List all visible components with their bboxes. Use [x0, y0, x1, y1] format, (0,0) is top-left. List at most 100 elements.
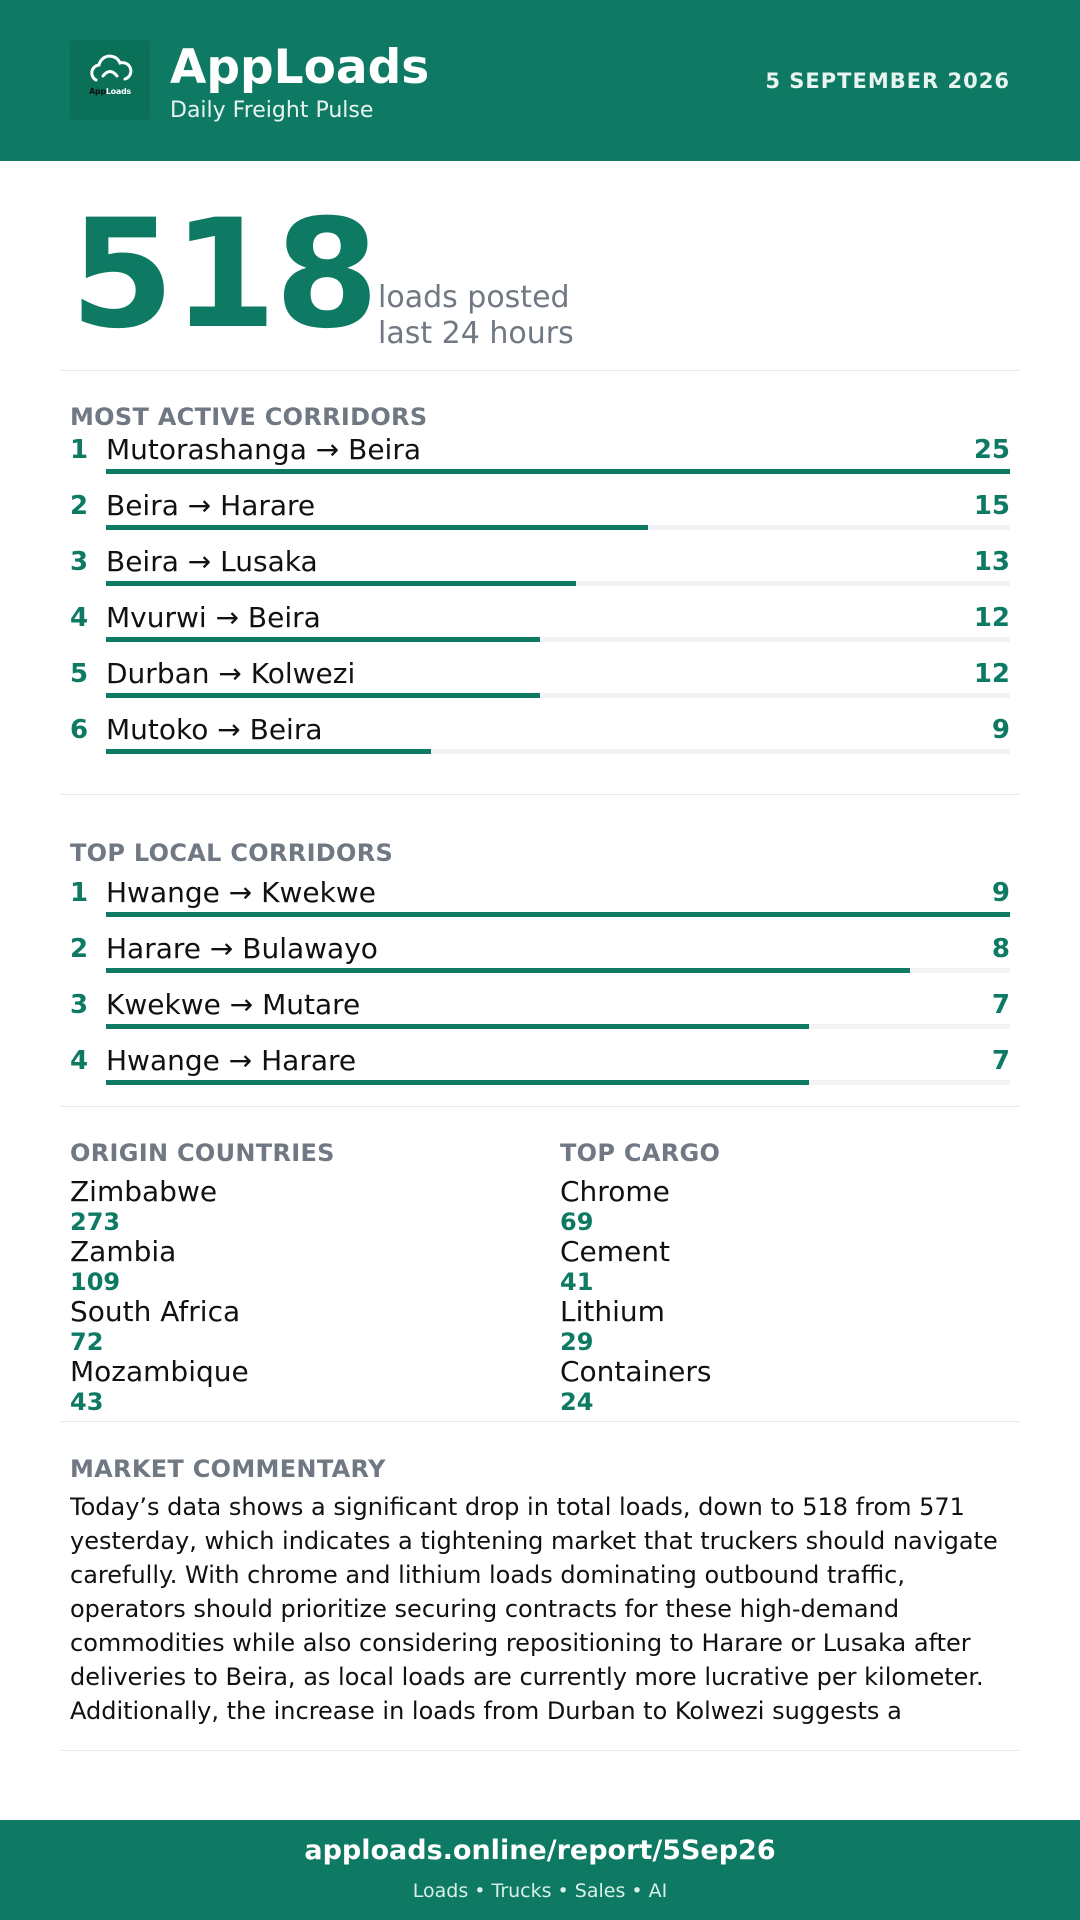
brand-name: AppLoads — [170, 40, 430, 95]
corridor-row: 5 Durban → Kolwezi 12 — [70, 657, 1010, 717]
corridor-route: Mutorashanga → Beira — [106, 433, 421, 466]
brand-tagline: Daily Freight Pulse — [170, 98, 374, 123]
commentary-title: MARKET COMMENTARY — [70, 1455, 386, 1483]
divider — [60, 370, 1020, 371]
logo-wordmark: AppLoads — [89, 87, 131, 96]
corridor-count: 7 — [991, 990, 1010, 1020]
corridor-bar-fill — [106, 581, 577, 586]
stat-label: Lithium — [560, 1295, 665, 1328]
corridor-count: 9 — [991, 878, 1010, 908]
total-loads-count: 518 — [70, 188, 379, 362]
corridor-bar-fill — [106, 912, 1010, 917]
corridor-bar-fill — [106, 693, 540, 698]
corridor-bar-track — [106, 1080, 1010, 1085]
report-date: 5 SEPTEMBER 2026 — [765, 69, 1010, 93]
corridor-route: Mutoko → Beira — [106, 713, 323, 746]
stat-label: South Africa — [70, 1295, 241, 1328]
corridor-count: 12 — [973, 659, 1010, 689]
corridor-bar-track — [106, 637, 1010, 642]
corridor-bar-track — [106, 749, 1010, 754]
corridor-rank: 3 — [70, 990, 89, 1020]
corridor-rank: 1 — [70, 878, 89, 908]
corridor-count: 9 — [991, 715, 1010, 745]
corridor-rank: 2 — [70, 491, 89, 521]
corridor-route: Beira → Lusaka — [106, 545, 318, 578]
top-local-title: TOP LOCAL CORRIDORS — [70, 839, 394, 867]
corridor-count: 12 — [973, 603, 1010, 633]
header-bar: AppLoads AppLoads Daily Freight Pulse 5 … — [0, 0, 1080, 161]
corridor-bar-track — [106, 693, 1010, 698]
corridor-rank: 3 — [70, 547, 89, 577]
corridor-route: Mvurwi → Beira — [106, 601, 321, 634]
corridor-rank: 6 — [70, 715, 89, 745]
corridor-count: 8 — [991, 934, 1010, 964]
corridor-row: 2 Beira → Harare 15 — [70, 489, 1010, 549]
corridor-bar-fill — [106, 637, 540, 642]
corridor-bar-fill — [106, 469, 1010, 474]
corridor-row: 3 Kwekwe → Mutare 7 — [70, 988, 1010, 1048]
stat-value: 273 — [70, 1208, 121, 1236]
stat-label: Containers — [560, 1355, 712, 1388]
origin-countries-title: ORIGIN COUNTRIES — [70, 1139, 335, 1167]
total-loads-label-line1: loads posted — [378, 280, 570, 315]
corridor-rank: 4 — [70, 603, 89, 633]
top-cargo-title: TOP CARGO — [560, 1139, 721, 1167]
corridor-count: 13 — [973, 547, 1010, 577]
corridor-bar-fill — [106, 1024, 810, 1029]
stat-label: Zimbabwe — [70, 1175, 218, 1208]
top-cargo-list: Chrome 69 Cement 41 Lithium 29 Containers 24 — [560, 1175, 1000, 1417]
report-link[interactable]: apploads.online/report/5Sep26 — [304, 1835, 776, 1866]
total-loads-label-line2: last 24 hours — [378, 316, 574, 351]
stat-value: 69 — [560, 1208, 594, 1236]
corridor-rank: 2 — [70, 934, 89, 964]
corridor-count: 15 — [973, 491, 1010, 521]
corridor-bar-track — [106, 1024, 1010, 1029]
corridor-bar-track — [106, 525, 1010, 530]
corridor-rank: 1 — [70, 435, 89, 465]
stat-value: 109 — [70, 1268, 121, 1296]
stat-label: Cement — [560, 1235, 671, 1268]
corridor-row: 1 Hwange → Kwekwe 9 — [70, 876, 1010, 936]
corridor-count: 7 — [991, 1046, 1010, 1076]
corridor-bar-track — [106, 469, 1010, 474]
footer-bar: apploads.online/report/5Sep26 Loads • Tr… — [0, 1820, 1080, 1920]
corridor-bar-fill — [106, 968, 910, 973]
divider — [60, 1421, 1020, 1422]
total-loads-label: loads posted last 24 hours — [378, 280, 574, 352]
app-logo: AppLoads — [70, 40, 150, 120]
corridor-rank: 5 — [70, 659, 89, 689]
corridor-bar-fill — [106, 525, 649, 530]
stat-label: Chrome — [560, 1175, 670, 1208]
stat-value: 24 — [560, 1388, 594, 1416]
corridor-route: Beira → Harare — [106, 489, 316, 522]
divider — [60, 1750, 1020, 1751]
corridor-row: 3 Beira → Lusaka 13 — [70, 545, 1010, 605]
corridor-bar-fill — [106, 1080, 810, 1085]
most-active-title: MOST ACTIVE CORRIDORS — [70, 403, 428, 431]
divider — [60, 1106, 1020, 1107]
corridor-bar-track — [106, 912, 1010, 917]
stat-value: 41 — [560, 1268, 594, 1296]
corridor-count: 25 — [973, 435, 1010, 465]
corridor-bar-track — [106, 581, 1010, 586]
stat-value: 72 — [70, 1328, 104, 1356]
corridor-route: Hwange → Harare — [106, 1044, 357, 1077]
stat-label: Mozambique — [70, 1355, 249, 1388]
corridor-route: Kwekwe → Mutare — [106, 988, 361, 1021]
corridor-route: Harare → Bulawayo — [106, 932, 378, 965]
origin-countries-list: Zimbabwe 273 Zambia 109 South Africa 72 Mozamb… — [70, 1175, 510, 1417]
stat-label: Zambia — [70, 1235, 177, 1268]
divider — [60, 794, 1020, 795]
corridor-row: 4 Mvurwi → Beira 12 — [70, 601, 1010, 661]
corridor-row: 1 Mutorashanga → Beira 25 — [70, 433, 1010, 493]
corridor-route: Durban → Kolwezi — [106, 657, 356, 690]
corridor-route: Hwange → Kwekwe — [106, 876, 376, 909]
corridor-bar-track — [106, 968, 1010, 973]
stat-value: 43 — [70, 1388, 104, 1416]
corridor-row: 4 Hwange → Harare 7 — [70, 1044, 1010, 1104]
corridor-rank: 4 — [70, 1046, 89, 1076]
footer-tagline: Loads • Trucks • Sales • AI — [412, 1880, 668, 1902]
commentary-text: Today’s data shows a significant drop in… — [70, 1493, 998, 1725]
corridor-bar-fill — [106, 749, 432, 754]
corridor-row: 2 Harare → Bulawayo 8 — [70, 932, 1010, 992]
